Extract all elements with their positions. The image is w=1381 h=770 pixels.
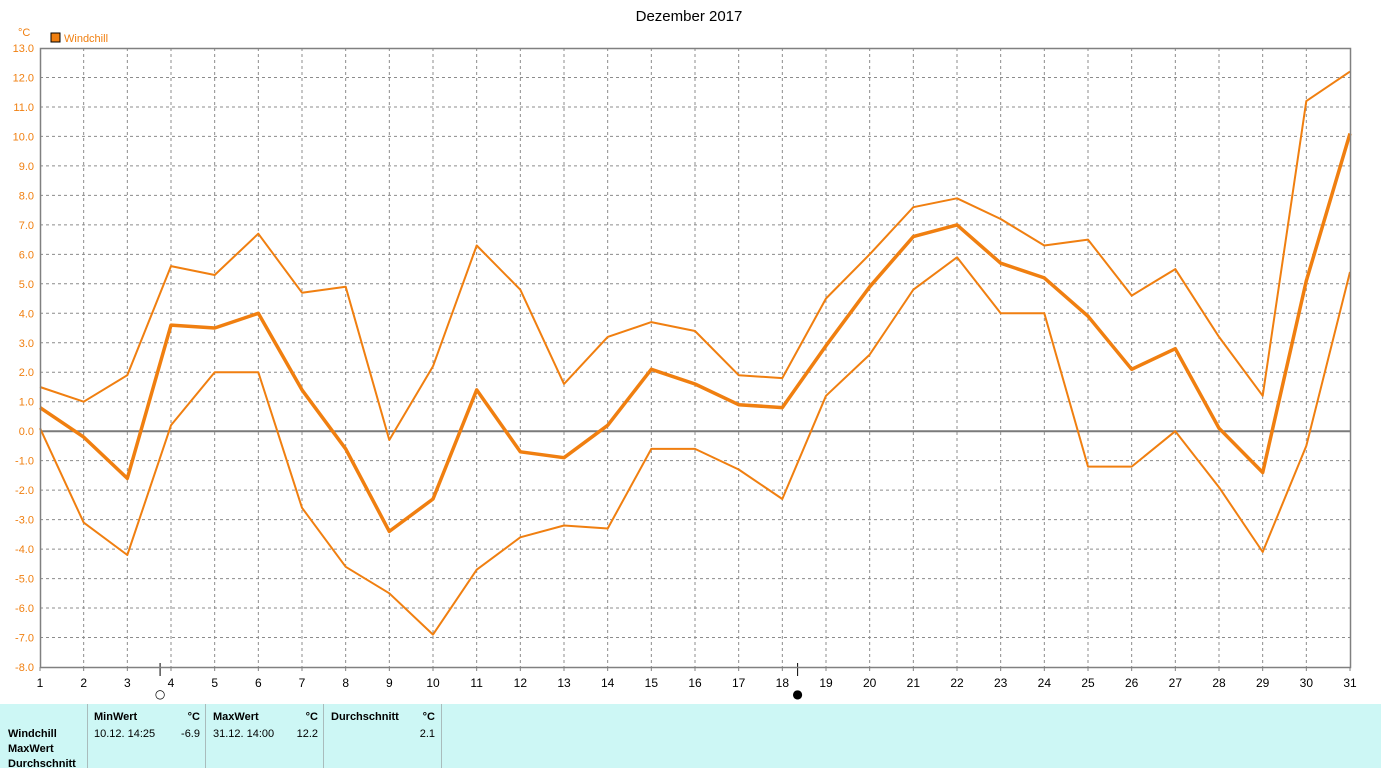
- stats-row-label: Windchill: [8, 728, 57, 740]
- legend-swatch: [50, 32, 61, 43]
- x-tick-label: 20: [863, 676, 877, 690]
- x-tick-label: 30: [1300, 676, 1314, 690]
- moon-phases: ○ ●: [155, 663, 803, 701]
- stats-header: Durchschnitt: [331, 711, 399, 723]
- stats-unit: °C: [305, 711, 318, 723]
- stats-column-avg: Durchschnitt °C 2.1: [323, 704, 442, 768]
- x-tick-label: 26: [1125, 676, 1139, 690]
- x-tick-label: 22: [950, 676, 964, 690]
- y-tick-label: -5.0: [15, 574, 34, 586]
- stats-value: -6.9: [181, 728, 200, 740]
- y-tick-label: -6.0: [15, 603, 34, 615]
- x-tick-label: 16: [688, 676, 702, 690]
- y-tick-label: 11.0: [13, 102, 34, 114]
- y-tick-label: 3.0: [19, 338, 34, 350]
- x-tick-label: 12: [514, 676, 528, 690]
- y-tick-label: 10.0: [13, 131, 34, 143]
- x-tick-label: 23: [994, 676, 1008, 690]
- x-axis: 1 2 3 4 5 6 7 8 9 10 11 12 13 14 15 16 17 18 19 20 21 22 23 24 2…: [37, 667, 1357, 690]
- x-tick-label: 21: [907, 676, 921, 690]
- x-tick-label: 25: [1081, 676, 1095, 690]
- x-tick-label: 3: [124, 676, 131, 690]
- x-tick-label: 5: [211, 676, 218, 690]
- chart: Dezember 2017 °C Windchill 13.012.011.01…: [13, 8, 1357, 701]
- x-tick-label: 31: [1343, 676, 1357, 690]
- series-line-min: [39, 256, 1351, 636]
- x-tick-label: 28: [1212, 676, 1226, 690]
- stats-column-min: MinWert °C 10.12. 14:25 -6.9: [87, 704, 206, 768]
- y-tick-label: 4.0: [19, 308, 34, 320]
- y-tick-label: 1.0: [19, 397, 34, 409]
- y-tick-label: 13.0: [13, 43, 34, 55]
- moon-phase-symbol: ●: [792, 687, 802, 701]
- x-tick-label: 17: [732, 676, 746, 690]
- stats-column-max: MaxWert °C 31.12. 14:00 12.2: [205, 704, 324, 768]
- y-tick-label: 5.0: [19, 279, 34, 291]
- grid: [40, 48, 1350, 667]
- stats-header: MaxWert: [213, 711, 259, 723]
- stats-datetime: 31.12. 14:00: [213, 728, 275, 740]
- y-tick-label: -7.0: [15, 633, 34, 645]
- stats-value: 12.2: [296, 728, 318, 740]
- y-tick-label: -3.0: [15, 515, 34, 527]
- x-tick-label: 6: [255, 676, 262, 690]
- series: [39, 70, 1352, 636]
- stats-unit: °C: [187, 711, 200, 723]
- x-tick-label: 8: [342, 676, 349, 690]
- y-tick-label: 8.0: [19, 190, 34, 202]
- plot-frame: [39, 47, 1352, 669]
- y-tick-label: -1.0: [15, 456, 34, 468]
- x-tick-label: 9: [386, 676, 393, 690]
- chart-title: Dezember 2017: [636, 8, 743, 25]
- stats-value: 2.1: [419, 728, 435, 740]
- y-axis: 13.0 12.0 11.0 10.0 9.0 8.0 7.0 6.0 5.0 4.0 3.0 2.0…: [13, 43, 34, 674]
- x-tick-label: 18: [776, 676, 790, 690]
- x-tick-label: 2: [80, 676, 87, 690]
- y-tick-label: 6.0: [19, 249, 34, 261]
- x-tick-label: 19: [819, 676, 833, 690]
- x-tick-label: 4: [168, 676, 175, 690]
- y-tick-label: -8.0: [15, 662, 34, 674]
- y-unit-label: °C: [18, 27, 30, 39]
- stats-row-label: Durchschnitt: [8, 758, 76, 770]
- stats-panel: Windchill MaxWert Durchschnitt MinWert °…: [0, 704, 1381, 770]
- x-tick-label: 27: [1169, 676, 1183, 690]
- x-tick-label: 10: [426, 676, 440, 690]
- stats-unit: °C: [422, 711, 435, 723]
- moon-phase-symbol: ○: [155, 687, 165, 701]
- stats-row-label: MaxWert: [8, 743, 54, 755]
- y-tick-label: -4.0: [15, 544, 34, 556]
- x-tick-label: 29: [1256, 676, 1270, 690]
- y-tick-label: 9.0: [19, 161, 34, 173]
- y-tick-label: 7.0: [19, 220, 34, 232]
- series-line-avg: [39, 133, 1352, 534]
- y-tick-label: 0.0: [19, 426, 34, 438]
- x-tick-label: 14: [601, 676, 615, 690]
- y-tick-label: 12.0: [13, 72, 34, 84]
- x-tick-label: 11: [470, 676, 483, 690]
- y-tick-label: 2.0: [19, 367, 34, 379]
- x-tick-label: 15: [645, 676, 659, 690]
- stats-datetime: 10.12. 14:25: [94, 728, 156, 740]
- x-tick-label: 24: [1038, 676, 1052, 690]
- x-tick-label: 1: [37, 676, 44, 690]
- x-tick-label: 7: [299, 676, 306, 690]
- legend-label: Windchill: [64, 33, 108, 45]
- series-line-max: [39, 70, 1351, 441]
- x-tick-label: 13: [557, 676, 571, 690]
- y-tick-label: -2.0: [15, 485, 34, 497]
- stats-header: MinWert: [94, 711, 138, 723]
